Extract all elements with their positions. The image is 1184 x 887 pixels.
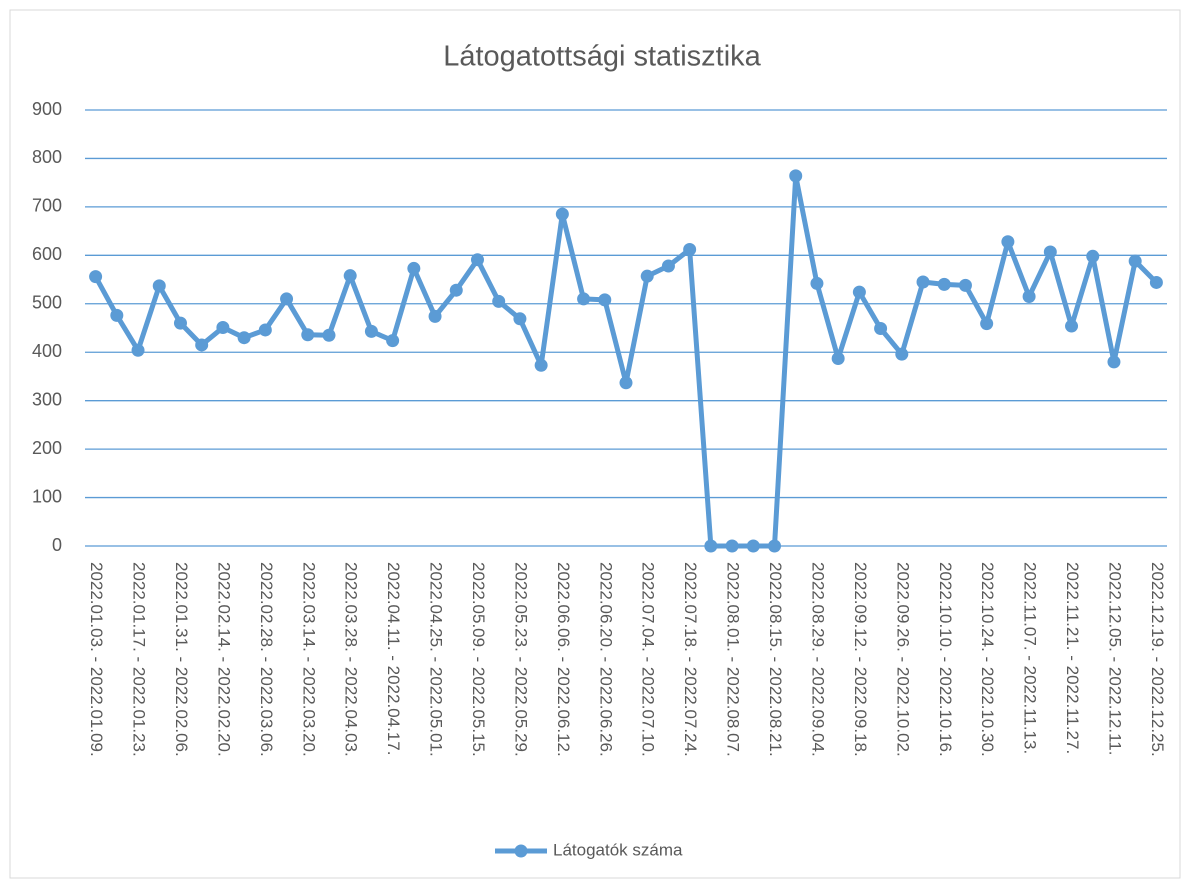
- data-point: [895, 347, 909, 361]
- data-point: [173, 316, 187, 330]
- y-tick-label: 900: [32, 99, 62, 119]
- x-tick-label: 2022.02.28. - 2022.03.06.: [257, 562, 276, 757]
- data-point: [598, 293, 612, 307]
- data-point: [492, 294, 506, 308]
- data-point: [1001, 235, 1015, 249]
- data-point: [619, 376, 633, 390]
- data-point: [449, 283, 463, 297]
- y-tick-label: 700: [32, 196, 62, 216]
- y-tick-label: 300: [32, 389, 62, 409]
- data-point: [237, 331, 251, 345]
- x-tick-label: 2022.12.19. - 2022.12.25.: [1148, 562, 1167, 757]
- x-tick-label: 2022.09.12. - 2022.09.18.: [851, 562, 870, 757]
- data-point: [916, 275, 930, 289]
- x-tick-label: 2022.01.17. - 2022.01.23.: [130, 562, 149, 757]
- data-point: [1149, 275, 1163, 289]
- y-tick-label: 200: [32, 438, 62, 458]
- legend-label: Látogatók száma: [553, 840, 683, 859]
- y-tick-label: 600: [32, 244, 62, 264]
- x-tick-label: 2022.03.14. - 2022.03.20.: [299, 562, 318, 757]
- x-tick-label: 2022.06.06. - 2022.06.12.: [554, 562, 573, 757]
- data-point: [1128, 254, 1142, 268]
- chart-title: Látogatottsági statisztika: [443, 41, 761, 73]
- data-point: [301, 328, 315, 342]
- data-point: [831, 352, 845, 366]
- y-tick-label: 0: [52, 535, 62, 555]
- x-tick-label: 2022.05.23. - 2022.05.29.: [511, 562, 530, 757]
- data-point: [980, 317, 994, 331]
- x-tick-label: 2022.05.09. - 2022.05.15.: [469, 562, 488, 757]
- x-tick-label: 2022.04.11. - 2022.04.17.: [384, 562, 403, 755]
- data-point: [810, 276, 824, 290]
- data-point: [577, 292, 591, 306]
- x-tick-label: 2022.11.21. - 2022.11.27.: [1063, 562, 1082, 754]
- data-point: [1086, 249, 1100, 263]
- data-point: [937, 277, 951, 291]
- x-tick-label: 2022.10.24. - 2022.10.30.: [978, 562, 997, 757]
- x-tick-label: 2022.03.28. - 2022.04.03.: [342, 562, 361, 757]
- data-point: [852, 285, 866, 299]
- x-tick-label: 2022.09.26. - 2022.10.02.: [893, 562, 912, 757]
- data-point: [386, 334, 400, 348]
- x-tick-label: 2022.02.14. - 2022.02.20.: [214, 562, 233, 757]
- y-tick-label: 800: [32, 147, 62, 167]
- x-tick-label: 2022.10.10. - 2022.10.16.: [936, 562, 955, 757]
- data-point: [683, 243, 697, 257]
- data-point: [704, 539, 718, 553]
- y-tick-label: 100: [32, 486, 62, 506]
- x-tick-label: 2022.07.18. - 2022.07.24.: [681, 562, 700, 757]
- data-point: [789, 169, 803, 183]
- data-point: [746, 539, 760, 553]
- legend-marker: [514, 844, 528, 858]
- data-point: [258, 323, 272, 337]
- data-point: [89, 270, 103, 284]
- data-point: [1107, 355, 1121, 369]
- data-point: [1065, 319, 1079, 333]
- data-point: [1022, 290, 1036, 304]
- data-point: [661, 259, 675, 273]
- data-point: [534, 358, 548, 372]
- data-point: [428, 309, 442, 323]
- data-point: [958, 278, 972, 292]
- data-point: [152, 279, 166, 293]
- data-point: [343, 269, 357, 283]
- x-tick-label: 2022.08.15. - 2022.08.21.: [766, 562, 785, 757]
- x-tick-label: 2022.08.01. - 2022.08.07.: [724, 562, 743, 757]
- data-point: [280, 292, 294, 306]
- data-point: [110, 308, 124, 322]
- x-tick-label: 2022.04.25. - 2022.05.01.: [427, 562, 446, 757]
- x-tick-label: 2022.11.07. - 2022.11.13.: [1021, 562, 1040, 754]
- data-point: [1043, 245, 1057, 259]
- data-point: [195, 338, 209, 352]
- y-tick-label: 500: [32, 293, 62, 313]
- data-point: [768, 539, 782, 553]
- data-point: [640, 269, 654, 283]
- data-point: [725, 539, 739, 553]
- data-point: [131, 343, 145, 357]
- data-point: [322, 328, 336, 342]
- data-point: [407, 261, 421, 275]
- data-point: [216, 321, 230, 335]
- x-tick-label: 2022.01.03. - 2022.01.09.: [87, 562, 106, 757]
- data-point: [364, 324, 378, 338]
- x-tick-label: 2022.07.04. - 2022.07.10.: [639, 562, 658, 757]
- chart-border: [9, 9, 1181, 879]
- data-point: [470, 253, 484, 267]
- x-tick-label: 2022.08.29. - 2022.09.04.: [808, 562, 827, 757]
- x-tick-label: 2022.12.05. - 2022.12.11.: [1105, 562, 1124, 755]
- y-tick-label: 400: [32, 341, 62, 361]
- data-point: [555, 207, 569, 221]
- data-point: [513, 312, 527, 326]
- data-point: [874, 321, 888, 335]
- x-tick-label: 2022.06.20. - 2022.06.26.: [596, 562, 615, 757]
- x-tick-label: 2022.01.31. - 2022.02.06.: [172, 562, 191, 757]
